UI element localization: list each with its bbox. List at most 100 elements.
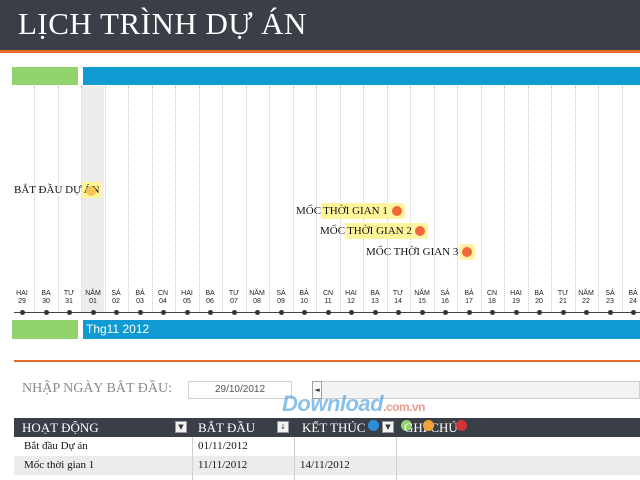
timeline-tick: [373, 310, 378, 315]
day-of-week: HAI: [181, 290, 193, 297]
day-number: 31: [65, 298, 73, 305]
day-of-week: BẢ: [299, 290, 309, 297]
milestone-3: MỐC THỜI GIAN 3: [366, 244, 458, 260]
day-label: HAI 12: [339, 290, 363, 306]
day-grid-line: [434, 86, 435, 312]
day-grid-line: [504, 86, 505, 312]
day-number: 02: [112, 298, 120, 305]
day-label: HAI 05: [175, 290, 199, 306]
cell-end: 14/11/2012: [300, 459, 350, 471]
milestone-label-highlight: THỜI GIAN 1: [321, 203, 390, 219]
day-grid-line: [152, 86, 153, 312]
day-of-week: BA: [205, 290, 215, 297]
milestone-label-highlight: THỜI GIAN 2: [345, 223, 414, 239]
color-legend-dot-blue: [368, 420, 379, 431]
day-label: BẢ 24: [621, 290, 640, 306]
milestone-label: MỐC: [320, 225, 346, 237]
timeline-tick: [490, 310, 495, 315]
day-label: SÁ 16: [433, 290, 457, 306]
scroll-left-button[interactable]: ◄: [312, 381, 322, 399]
day-number: 22: [582, 298, 590, 305]
day-number: 01: [89, 298, 97, 305]
timeline-tick: [537, 310, 542, 315]
day-label: NĂM 08: [245, 290, 269, 306]
day-grid-line: [316, 86, 317, 312]
day-grid-line: [457, 86, 458, 312]
timeline-tick: [44, 310, 49, 315]
start-date-input[interactable]: 29/10/2012: [188, 381, 292, 399]
cell-start: 11/11/2012: [198, 459, 248, 471]
watermark-sub: .com.vn: [383, 400, 425, 414]
day-label: BẢ 17: [457, 290, 481, 306]
day-grid-line: [575, 86, 576, 312]
day-number: 23: [606, 298, 614, 305]
day-label: SÁ 23: [598, 290, 622, 306]
month-label: Thg11 2012: [86, 322, 150, 336]
day-number: 24: [629, 298, 637, 305]
day-grid-line: [340, 86, 341, 312]
day-of-week: BẢ: [464, 290, 474, 297]
timeline-tick: [232, 310, 237, 315]
day-of-week: BẢ: [135, 290, 145, 297]
start-day-highlight: [82, 86, 104, 312]
timeline-tick: [138, 310, 143, 315]
day-grid-line: [363, 86, 364, 312]
day-of-week: TƯ: [392, 290, 404, 297]
watermark-main: Download: [282, 391, 384, 416]
current-month-bar: [83, 67, 640, 85]
day-of-week: HAI: [16, 290, 28, 297]
cell-start: 01/11/2012: [198, 440, 248, 452]
timeline-tick: [514, 310, 519, 315]
day-number: 04: [159, 298, 167, 305]
table-row[interactable]: [14, 437, 640, 456]
day-label: NĂM 22: [574, 290, 598, 306]
timeline-tick: [208, 310, 213, 315]
milestone-label: BẮT ĐẦU DỰ: [14, 184, 82, 196]
day-label: HAI 29: [10, 290, 34, 306]
day-grid-line: [598, 86, 599, 312]
day-grid-line: [222, 86, 223, 312]
day-label: TƯ 07: [222, 290, 246, 306]
day-of-week: NĂM: [85, 290, 101, 297]
filter-dropdown-icon[interactable]: ▼: [175, 421, 187, 433]
day-of-week: BA: [370, 290, 380, 297]
timeline-tick: [302, 310, 307, 315]
table-row[interactable]: [14, 456, 640, 475]
timeline-tick: [584, 310, 589, 315]
previous-month-bar: [12, 67, 78, 85]
day-number: 29: [18, 298, 26, 305]
day-number: 07: [230, 298, 238, 305]
day-number: 20: [535, 298, 543, 305]
day-label: BA 06: [198, 290, 222, 306]
day-number: 21: [559, 298, 567, 305]
day-label: TƯ 21: [551, 290, 575, 306]
day-of-week: SÁ: [111, 290, 121, 297]
day-of-week: CN: [157, 290, 169, 297]
day-label: CN 18: [480, 290, 504, 306]
day-of-week: SÁ: [276, 290, 286, 297]
sort-filter-icon[interactable]: ↓: [277, 421, 289, 433]
milestone-label: MỐC: [296, 205, 322, 217]
day-of-week: TƯ: [63, 290, 75, 297]
day-number: 11: [324, 298, 332, 305]
timeline-tick: [561, 310, 566, 315]
day-grid-line: [528, 86, 529, 312]
current-month-bar-bottom: [83, 320, 640, 339]
day-grid-line: [269, 86, 270, 312]
day-of-week: NĂM: [578, 290, 594, 297]
day-of-week: TƯ: [557, 290, 569, 297]
timeline-tick: [326, 310, 331, 315]
filter-dropdown-icon[interactable]: ▼: [382, 421, 394, 433]
timeline-tick: [443, 310, 448, 315]
day-label: TƯ 31: [57, 290, 81, 306]
day-of-week: SÁ: [605, 290, 615, 297]
day-label: BẢ 03: [128, 290, 152, 306]
day-number: 13: [371, 298, 379, 305]
day-grid-line: [81, 86, 82, 312]
day-label: BA 30: [34, 290, 58, 306]
day-number: 10: [300, 298, 308, 305]
day-number: 03: [136, 298, 144, 305]
day-label: BẢ 10: [292, 290, 316, 306]
day-grid-line: [58, 86, 59, 312]
day-grid-line: [128, 86, 129, 312]
